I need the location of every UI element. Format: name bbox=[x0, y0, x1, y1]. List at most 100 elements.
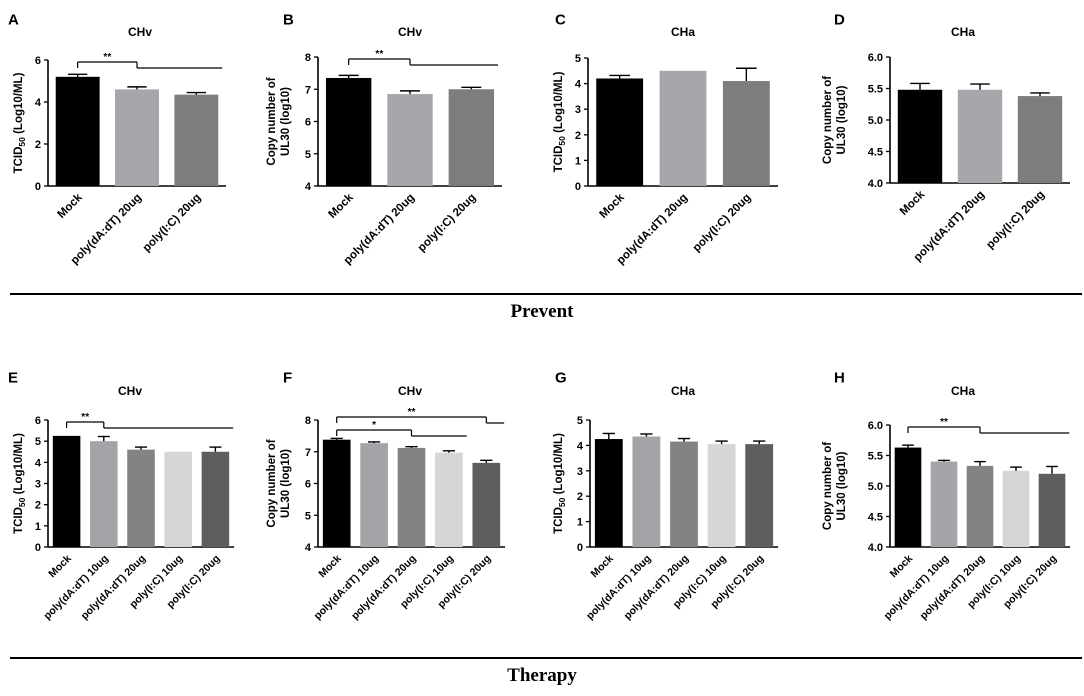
y-tick-label-h-1: 4.5 bbox=[868, 512, 883, 524]
bar-a-0 bbox=[55, 76, 100, 186]
x-tick-label-a-2: poly(I:C) 20ug bbox=[141, 192, 204, 255]
bar-d-2 bbox=[1017, 96, 1063, 183]
x-tick-label-g-2: poly(dA:dT) 20ug bbox=[622, 553, 692, 623]
section-label-therapy: Therapy bbox=[507, 665, 577, 686]
y-tick-label-h-2: 5.0 bbox=[868, 481, 883, 493]
y-tick-label-b-2: 6 bbox=[305, 117, 311, 129]
x-tick-label-e-1: poly(dA:dT) 10ug bbox=[41, 553, 111, 623]
x-tick-label-e-0: Mock bbox=[46, 553, 74, 581]
y-tick-label-c-3: 3 bbox=[575, 104, 581, 116]
bar-f-4 bbox=[472, 462, 501, 547]
y-axis-label-a: TCID50 (Log10/ML) bbox=[13, 72, 27, 173]
bar-a-1 bbox=[115, 89, 159, 186]
y-tick-label-g-3: 3 bbox=[577, 466, 583, 478]
panel-letter-e: E bbox=[8, 369, 18, 386]
bar-f-1 bbox=[360, 443, 388, 547]
panel-letter-d: D bbox=[834, 11, 845, 28]
chart-title-c: CHa bbox=[671, 25, 695, 39]
panel-e: E CHv TCID50 (Log10/ML) 0 1 2 3 4 5 6 Mockpoly(dA:… bbox=[8, 369, 234, 622]
y-tick-label-g-2: 2 bbox=[577, 491, 583, 503]
y-tick-label-g-4: 4 bbox=[577, 440, 584, 452]
bar-c-0 bbox=[596, 78, 644, 186]
section-label-prevent: Prevent bbox=[510, 301, 574, 322]
bar-e-4 bbox=[201, 451, 230, 547]
bar-e-3 bbox=[164, 451, 192, 547]
y-tick-label-e-3: 3 bbox=[35, 479, 41, 491]
sig-label-f-0: ** bbox=[408, 407, 416, 418]
bar-g-2 bbox=[670, 441, 698, 547]
x-tick-label-h-1: poly(dA:dT) 10ug bbox=[882, 553, 952, 623]
bar-h-4 bbox=[1038, 473, 1066, 547]
sig-label-b-0: ** bbox=[375, 49, 383, 60]
y-axis-label-c: TCID50 (Log10/ML) bbox=[553, 71, 567, 172]
panel-g: G CHa TCID50 (Log10/ML) 0 1 2 3 4 5 Mockpoly(dA:d… bbox=[553, 369, 778, 622]
y-axis-label-g: TCID50 (Log10/ML) bbox=[553, 433, 567, 534]
x-tick-label-b-0: Mock bbox=[327, 191, 357, 221]
prevent-divider bbox=[10, 293, 1082, 295]
y-axis-label-f-line1: Copy number of bbox=[266, 439, 278, 527]
bar-h-0 bbox=[894, 447, 922, 547]
x-tick-label-c-2: poly(I:C) 20ug bbox=[691, 192, 754, 255]
y-tick-label-b-1: 5 bbox=[305, 149, 311, 161]
y-tick-label-h-3: 5.5 bbox=[868, 451, 883, 463]
x-tick-label-h-0: Mock bbox=[888, 553, 916, 581]
x-tick-label-h-2: poly(dA:dT) 20ug bbox=[918, 553, 988, 623]
chart-title-e: CHv bbox=[118, 384, 142, 398]
chart-title-b: CHv bbox=[398, 25, 422, 39]
y-tick-label-a-1: 2 bbox=[35, 139, 41, 151]
y-tick-label-e-5: 5 bbox=[35, 436, 41, 448]
x-tick-label-f-2: poly(dA:dT) 20ug bbox=[349, 553, 419, 623]
x-tick-label-e-2: poly(dA:dT) 20ug bbox=[79, 553, 149, 623]
y-tick-label-c-4: 4 bbox=[575, 79, 582, 91]
chart-title-g: CHa bbox=[671, 384, 695, 398]
y-tick-label-e-2: 2 bbox=[35, 500, 41, 512]
panel-letter-c: C bbox=[555, 11, 566, 28]
y-tick-label-d-0: 4.0 bbox=[868, 178, 883, 190]
y-axis-label-h-line2: UL30 (log10) bbox=[836, 451, 848, 520]
bar-a-2 bbox=[174, 94, 219, 186]
y-axis-label-b-line1: Copy number of bbox=[266, 77, 278, 165]
y-tick-label-c-5: 5 bbox=[575, 53, 581, 65]
x-tick-label-g-1: poly(dA:dT) 10ug bbox=[584, 553, 654, 623]
y-tick-label-d-1: 4.5 bbox=[868, 147, 883, 159]
y-axis-label-h-line1: Copy number of bbox=[822, 442, 834, 530]
y-tick-label-a-3: 6 bbox=[35, 55, 41, 67]
y-tick-label-a-0: 0 bbox=[35, 181, 41, 193]
bar-c-1 bbox=[659, 70, 707, 186]
x-tick-label-c-1: poly(dA:dT) 20ug bbox=[615, 192, 690, 267]
y-tick-label-a-2: 4 bbox=[35, 97, 42, 109]
chart-title-h: CHa bbox=[951, 384, 975, 398]
y-tick-label-d-2: 5.0 bbox=[868, 115, 883, 127]
sig-label-h-0: ** bbox=[940, 417, 948, 428]
bar-g-3 bbox=[707, 444, 736, 547]
y-tick-label-h-4: 6.0 bbox=[868, 420, 883, 432]
x-tick-label-b-1: poly(dA:dT) 20ug bbox=[342, 192, 417, 267]
y-tick-label-d-3: 5.5 bbox=[868, 84, 883, 96]
y-tick-label-g-5: 5 bbox=[577, 415, 583, 427]
panel-letter-b: B bbox=[283, 11, 294, 28]
panel-letter-h: H bbox=[834, 369, 845, 386]
y-axis-label-b-line2: UL30 (log10) bbox=[280, 87, 292, 156]
y-tick-label-c-1: 1 bbox=[575, 155, 581, 167]
y-tick-label-e-6: 6 bbox=[35, 415, 41, 427]
x-tick-label-c-0: Mock bbox=[598, 191, 628, 221]
y-tick-label-g-0: 0 bbox=[577, 542, 583, 554]
bar-f-0 bbox=[322, 439, 351, 547]
y-tick-label-f-2: 6 bbox=[305, 479, 311, 491]
y-axis-label-e: TCID50 (Log10/ML) bbox=[13, 433, 27, 534]
bar-c-2 bbox=[722, 81, 770, 186]
bar-h-2 bbox=[966, 465, 994, 547]
bar-e-1 bbox=[90, 441, 118, 547]
y-tick-label-d-4: 6.0 bbox=[868, 52, 883, 64]
panel-letter-g: G bbox=[555, 369, 567, 386]
bar-h-3 bbox=[1002, 470, 1030, 547]
x-tick-label-f-0: Mock bbox=[316, 553, 344, 581]
chart-title-f: CHv bbox=[398, 384, 422, 398]
y-axis-label-d-line1: Copy number of bbox=[822, 76, 834, 164]
bar-g-4 bbox=[745, 444, 774, 547]
bar-e-2 bbox=[127, 449, 155, 547]
chart-title-a: CHv bbox=[128, 25, 152, 39]
sig-label-a-0: ** bbox=[103, 52, 111, 63]
